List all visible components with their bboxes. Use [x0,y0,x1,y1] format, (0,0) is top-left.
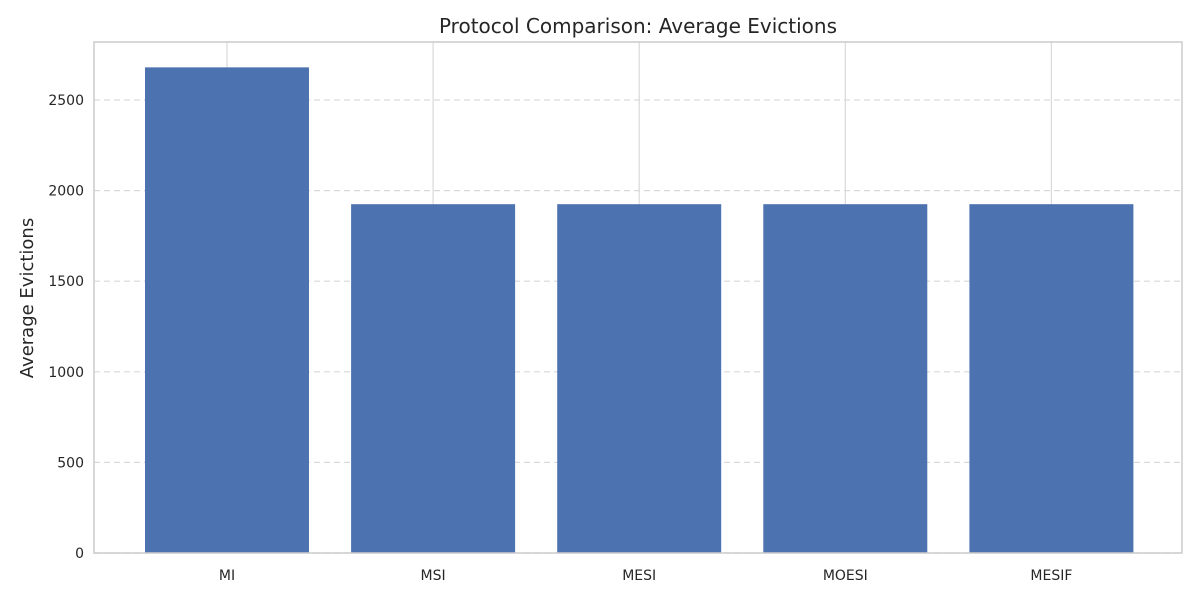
axes [93,41,1183,554]
x-tick-label: MOESI [823,568,868,584]
x-tick-label: MI [219,568,235,584]
plot-frame [93,41,1183,554]
bar-mesi [557,204,722,553]
bar-moesi [763,204,928,553]
bar-mesif [969,204,1134,553]
y-tick-label: 1000 [48,365,84,381]
x-tick-labels: MI MSI MESI MOESI MESIF [219,568,1073,584]
bars [145,67,1134,553]
bar-msi [351,204,516,553]
y-axis-label: Average Evictions [17,218,38,378]
chart-title: Protocol Comparison: Average Evictions [439,14,837,38]
x-tick-label: MESIF [1030,568,1072,584]
x-tick-label: MESI [622,568,656,584]
y-tick-label: 2000 [48,184,84,200]
x-tick-label: MSI [421,568,446,584]
y-tick-label: 0 [75,546,84,562]
y-tick-label: 500 [57,455,84,471]
y-tick-label: 1500 [48,274,84,290]
y-tick-label: 2500 [48,93,84,109]
y-tick-labels: 0 500 1000 1500 2000 2500 [48,93,84,562]
bar-mi [145,67,309,553]
